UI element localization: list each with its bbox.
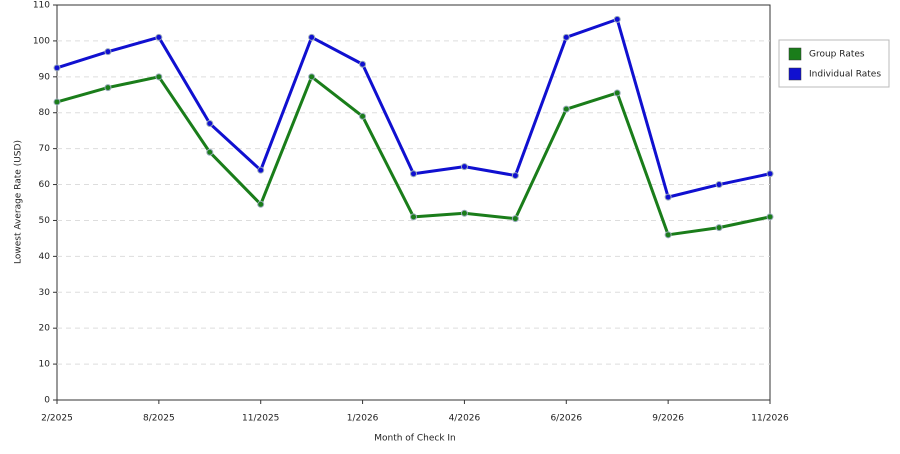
legend-swatch [788,47,802,61]
point [206,148,214,156]
point [308,73,316,81]
y-tick-label: 70 [39,144,51,154]
y-tick-label: 40 [39,252,51,262]
point [257,166,265,174]
point [613,89,621,97]
y-tick-label: 10 [39,360,51,370]
x-tick-label: 4/2026 [449,414,481,424]
y-tick-label: 100 [33,36,50,46]
point [460,209,468,217]
y-axis-label: Lowest Average Rate (USD) [14,140,24,264]
legend-label: Individual Rates [809,70,881,80]
y-tick-label: 110 [33,1,50,11]
point [104,48,112,56]
legend-swatch [788,67,802,81]
point [715,224,723,232]
x-tick-label: 1/2026 [347,414,379,424]
y-tick-label: 0 [44,396,50,406]
x-tick-label: 8/2025 [143,414,175,424]
point [766,170,774,178]
point [53,64,61,72]
point [155,33,163,41]
point [104,84,112,92]
legend-label: Group Rates [809,50,865,60]
point [562,33,570,41]
point [460,163,468,171]
plot-area [56,4,771,401]
x-tick-label: 11/2026 [751,414,789,424]
point [766,213,774,221]
point [511,215,519,223]
y-tick-label: 60 [39,180,51,190]
x-axis-label: Month of Check In [374,434,456,444]
point [359,112,367,120]
point [664,231,672,239]
x-tick-label: 9/2026 [652,414,684,424]
point [155,73,163,81]
point [664,193,672,201]
point [410,213,417,221]
x-tick-label: 11/2025 [242,414,279,424]
y-tick-label: 20 [39,324,51,334]
x-tick-label: 2/2025 [41,414,73,424]
point [53,98,61,106]
point [257,200,265,208]
y-tick-label: 50 [39,216,51,226]
point [206,120,214,127]
point [359,60,367,68]
y-tick-label: 90 [39,72,51,82]
point [613,15,621,23]
y-tick-label: 80 [39,108,51,118]
point [511,172,519,180]
x-tick-label: 6/2026 [550,414,582,424]
y-tick-label: 30 [39,288,51,298]
point [562,105,570,113]
point [308,33,316,41]
point [715,181,723,189]
point [410,170,417,178]
